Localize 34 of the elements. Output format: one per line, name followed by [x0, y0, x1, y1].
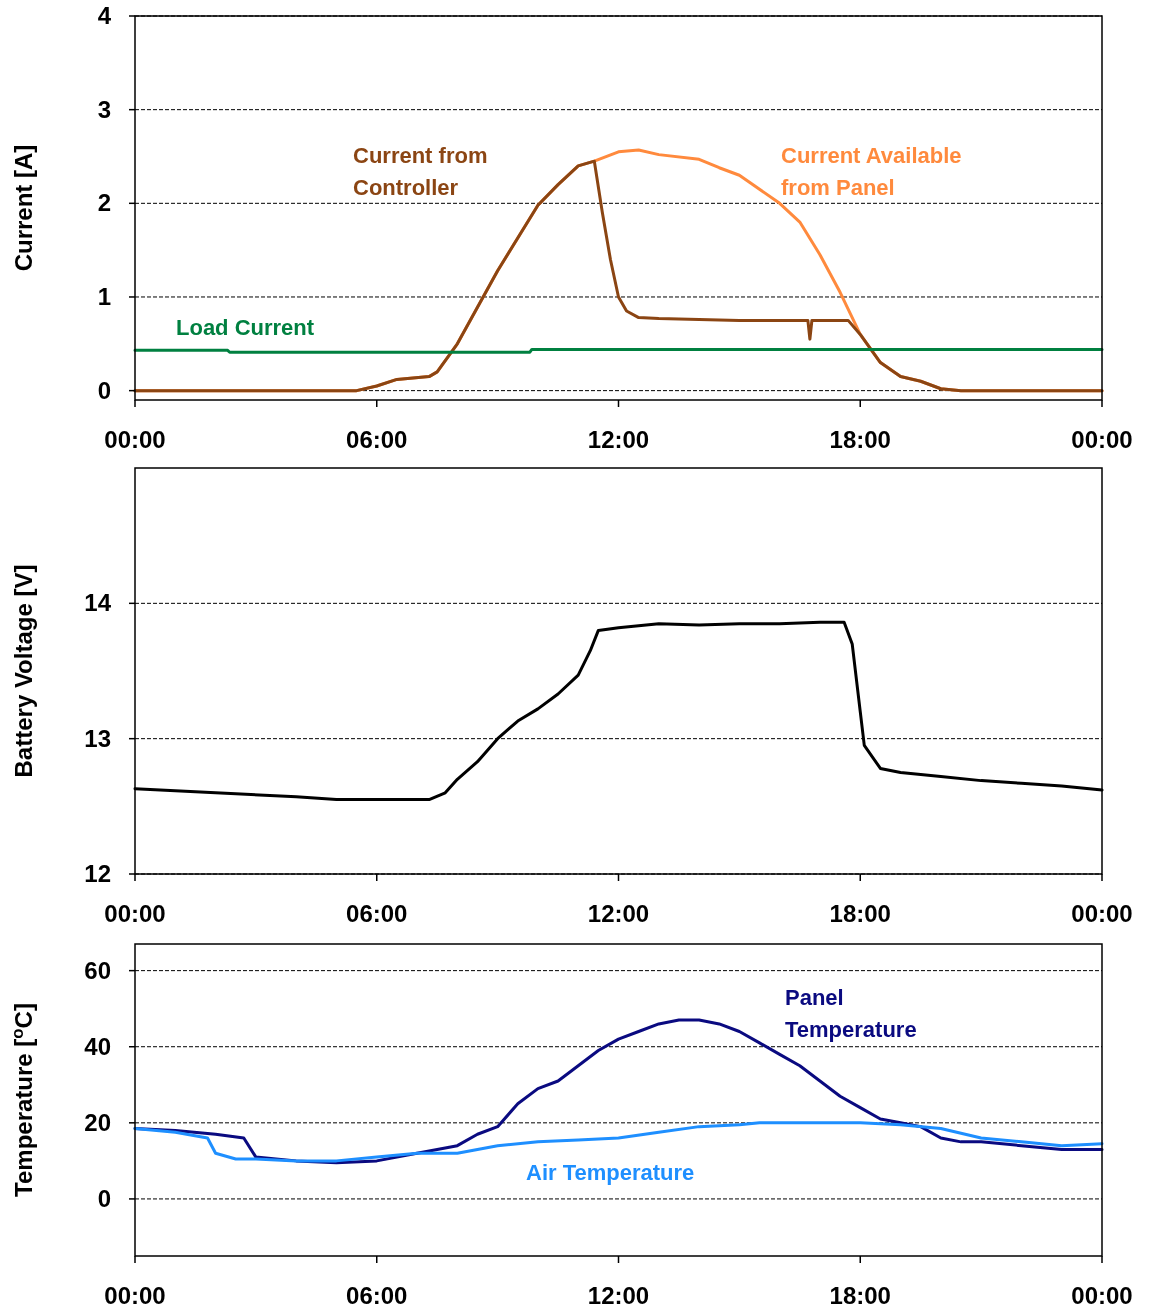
x-tick-label: 06:00 [346, 426, 408, 453]
y-tick-label: 0 [97, 376, 111, 404]
series-label: Current Available from Panel [781, 143, 962, 200]
y-tick-label: 13 [84, 724, 111, 752]
x-tick-label: 12:00 [587, 426, 650, 453]
y-tick-label: 14 [84, 589, 112, 617]
x-tick-label: 12:00 [587, 1282, 650, 1309]
text: Current from Controller [353, 143, 488, 200]
x-tick-label: 00:00 [1071, 900, 1133, 927]
x-tick-label: 18:00 [829, 1282, 891, 1309]
y-axis-title: Battery Voltage [V] [10, 564, 37, 778]
x-tick-label: 06:00 [346, 900, 408, 927]
y-tick-label: 1 [97, 282, 111, 310]
x-tick-label: 00:00 [1071, 1282, 1133, 1309]
y-tick-label: 60 [84, 956, 111, 984]
y-tick-label: 4 [97, 2, 112, 29]
y-tick-label: 40 [84, 1032, 111, 1060]
x-tick-label: 12:00 [587, 900, 650, 927]
y-tick-label: 0 [97, 1184, 111, 1212]
series-label: Load Current [176, 315, 315, 340]
y-tick-label: 12 [84, 860, 111, 887]
series-label: Panel Temperature [785, 985, 917, 1042]
x-tick-label: 00:00 [104, 900, 166, 927]
x-tick-label: 18:00 [829, 900, 891, 927]
y-tick-label: 2 [97, 189, 111, 217]
x-tick-label: 00:00 [1071, 426, 1133, 453]
x-tick-label: 00:00 [104, 1282, 166, 1309]
y-tick-label: 20 [84, 1108, 111, 1136]
series-label: Air Temperature [526, 1160, 695, 1185]
y-axis-title: Current [A] [10, 144, 37, 272]
x-tick-label: 00:00 [104, 426, 166, 453]
x-tick-label: 06:00 [346, 1282, 408, 1309]
x-tick-label: 18:00 [829, 426, 891, 453]
y-tick-label: 3 [97, 95, 111, 123]
